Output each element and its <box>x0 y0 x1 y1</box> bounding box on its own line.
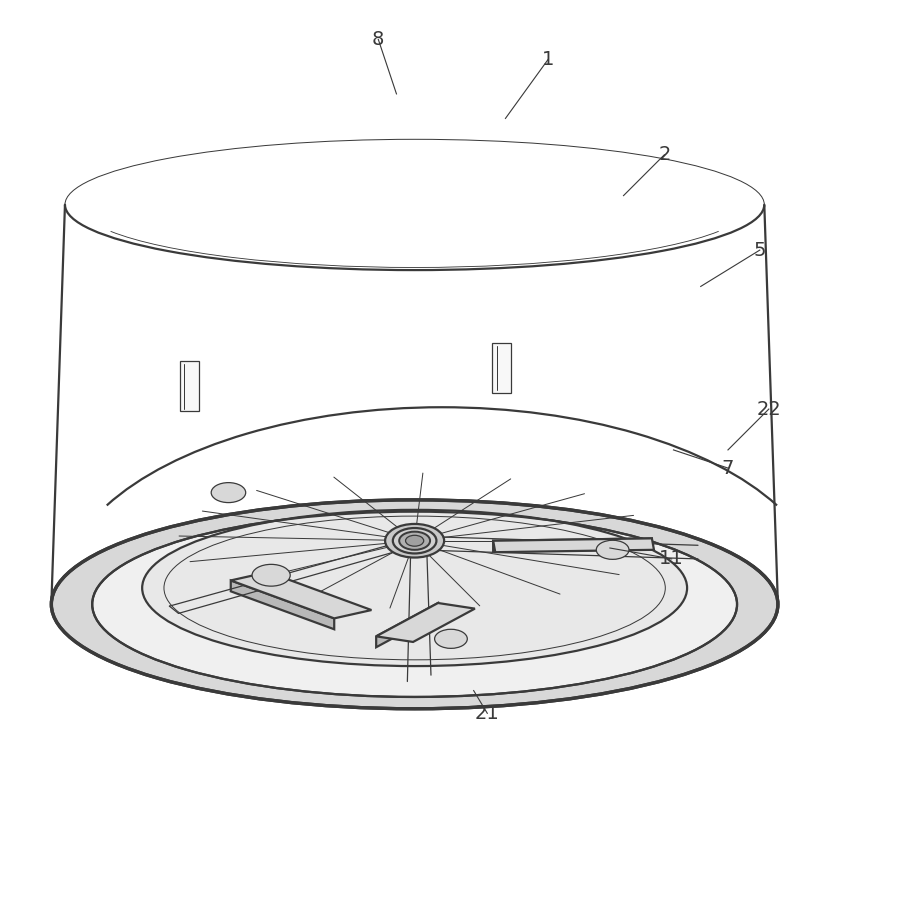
Ellipse shape <box>435 630 467 648</box>
Text: 2: 2 <box>659 145 670 164</box>
Text: 1: 1 <box>542 50 554 69</box>
Polygon shape <box>493 538 654 553</box>
Ellipse shape <box>385 524 445 557</box>
Ellipse shape <box>597 541 629 559</box>
Text: 21: 21 <box>475 704 499 722</box>
Ellipse shape <box>142 509 687 666</box>
Text: 8: 8 <box>372 30 384 49</box>
Ellipse shape <box>92 511 737 697</box>
Ellipse shape <box>399 532 430 550</box>
Polygon shape <box>376 603 475 642</box>
Text: 5: 5 <box>753 241 766 260</box>
Polygon shape <box>230 580 334 629</box>
Text: 22: 22 <box>756 399 782 419</box>
Text: 7: 7 <box>722 459 734 477</box>
Ellipse shape <box>405 535 424 546</box>
Ellipse shape <box>252 565 291 587</box>
FancyBboxPatch shape <box>492 343 511 393</box>
FancyBboxPatch shape <box>179 362 199 411</box>
Polygon shape <box>230 572 372 619</box>
Ellipse shape <box>211 483 246 502</box>
Ellipse shape <box>51 500 778 709</box>
Text: 11: 11 <box>660 549 684 568</box>
Polygon shape <box>493 538 652 552</box>
Ellipse shape <box>393 528 436 554</box>
Polygon shape <box>376 603 438 647</box>
